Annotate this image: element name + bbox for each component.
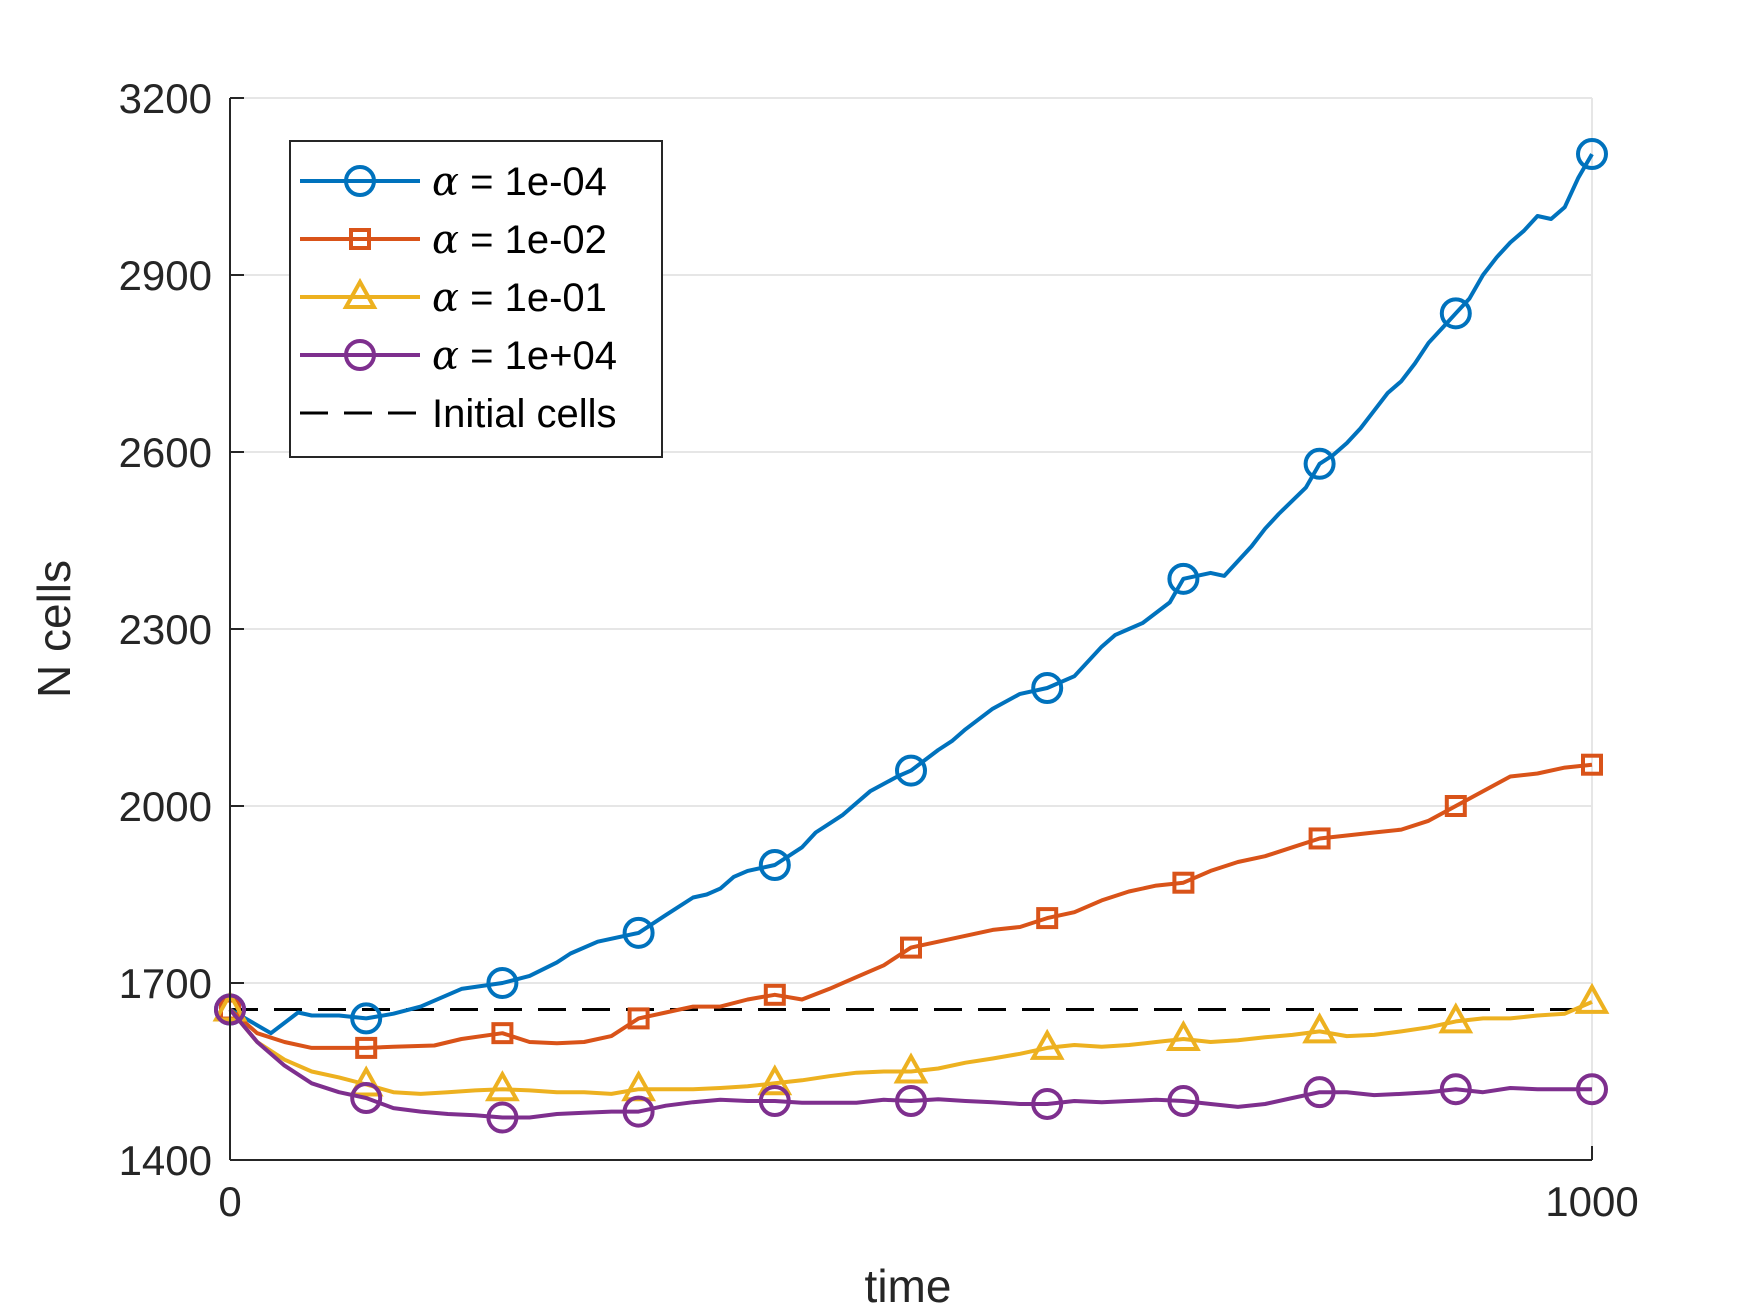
data-point-marker [1303, 447, 1336, 480]
data-point-marker [1576, 1073, 1608, 1106]
data-point-marker [491, 1022, 514, 1045]
data-point-marker [1576, 138, 1608, 171]
legend-label: α = 1e+04 [432, 333, 617, 379]
legend-entry: α = 1e-01 [300, 275, 607, 321]
x-tick-label: 0 [218, 1178, 241, 1225]
legend-alpha-value: = 1e+04 [459, 334, 617, 378]
data-point-marker [1438, 1002, 1474, 1034]
data-point-marker [622, 916, 655, 949]
data-point-marker [486, 1101, 519, 1134]
data-point-marker [893, 1052, 929, 1084]
data-point-marker [1574, 982, 1610, 1014]
data-point-marker [757, 1064, 793, 1096]
y-tick-label: 1400 [119, 1137, 212, 1184]
legend-alpha-symbol: α [432, 275, 459, 321]
y-tick-label: 2900 [119, 252, 212, 299]
data-point-marker [895, 754, 927, 787]
legend-entry: α = 1e-04 [300, 159, 607, 205]
data-point-marker [1165, 1019, 1201, 1052]
y-tick-label: 2300 [119, 606, 212, 653]
data-point-marker [350, 1002, 383, 1035]
series-line [228, 153, 1594, 1036]
data-point-marker [1444, 795, 1467, 817]
data-point-marker [1167, 562, 1200, 595]
legend-entry: Initial cells [300, 392, 617, 436]
x-axis-label: time [865, 1260, 952, 1312]
legend-entry: α = 1e-02 [300, 217, 607, 263]
data-point-marker [1031, 672, 1064, 704]
data-point-marker [1167, 1085, 1200, 1117]
data-point-marker [1029, 1028, 1065, 1060]
legend-marker [342, 277, 378, 309]
y-tick-label: 1700 [119, 960, 212, 1007]
data-point-marker [627, 1007, 650, 1030]
data-point-marker [895, 1085, 927, 1117]
y-tick-label: 3200 [119, 75, 212, 122]
data-point-marker [1172, 871, 1195, 894]
data-point-marker [1308, 827, 1331, 850]
legend-alpha-value: = 1e-01 [459, 276, 607, 320]
legend-alpha-symbol: α [432, 217, 459, 263]
data-point-marker [900, 936, 922, 959]
data-point-marker [484, 1070, 520, 1102]
data-point-marker [1439, 297, 1472, 330]
tick-labels: 1400 1700 2000 2300 2600 2900 3200 0 1000 [119, 75, 1639, 1225]
legend-marker [344, 165, 376, 197]
legend-marker [349, 228, 371, 250]
y-tick-label: 2600 [119, 429, 212, 476]
data-point-marker [1303, 1076, 1336, 1109]
legend-alpha-value: = 1e-02 [459, 218, 607, 262]
legend-marker [344, 339, 376, 371]
x-tick-label: 1000 [1545, 1178, 1638, 1225]
data-point-marker [348, 1065, 384, 1097]
data-point-marker [1439, 1073, 1472, 1106]
data-point-marker [1036, 907, 1059, 930]
data-point-marker [1581, 753, 1603, 776]
data-point-marker [758, 849, 791, 881]
series-line [228, 762, 1593, 1050]
data-point-marker [763, 983, 786, 1006]
data-point-marker [355, 1036, 378, 1059]
data-point-marker [622, 1095, 655, 1128]
legend-label: α = 1e-01 [432, 275, 607, 321]
series-layer [212, 138, 1610, 1134]
data-point-marker [350, 1082, 383, 1115]
legend-alpha-symbol: α [432, 159, 459, 205]
data-point-marker [1031, 1087, 1064, 1120]
legend-alpha-value: = 1e-04 [459, 160, 607, 204]
series-line [228, 1000, 1593, 1096]
y-axis-label: N cells [28, 560, 80, 698]
series-3 [212, 982, 1610, 1102]
data-point-marker [1302, 1012, 1338, 1044]
data-point-marker [758, 1085, 791, 1117]
series-line [228, 1008, 1592, 1120]
legend-label: α = 1e-02 [432, 217, 607, 263]
data-point-marker [486, 967, 519, 999]
legend-label: Initial cells [432, 392, 617, 436]
legend: α = 1e-04α = 1e-02α = 1e-01α = 1e+04Init… [289, 140, 663, 458]
y-tick-label: 2000 [119, 783, 212, 830]
axes [229, 97, 1593, 1161]
legend-entry: α = 1e+04 [300, 333, 617, 379]
legend-label: α = 1e-04 [432, 159, 607, 205]
legend-alpha-symbol: α [432, 333, 459, 379]
